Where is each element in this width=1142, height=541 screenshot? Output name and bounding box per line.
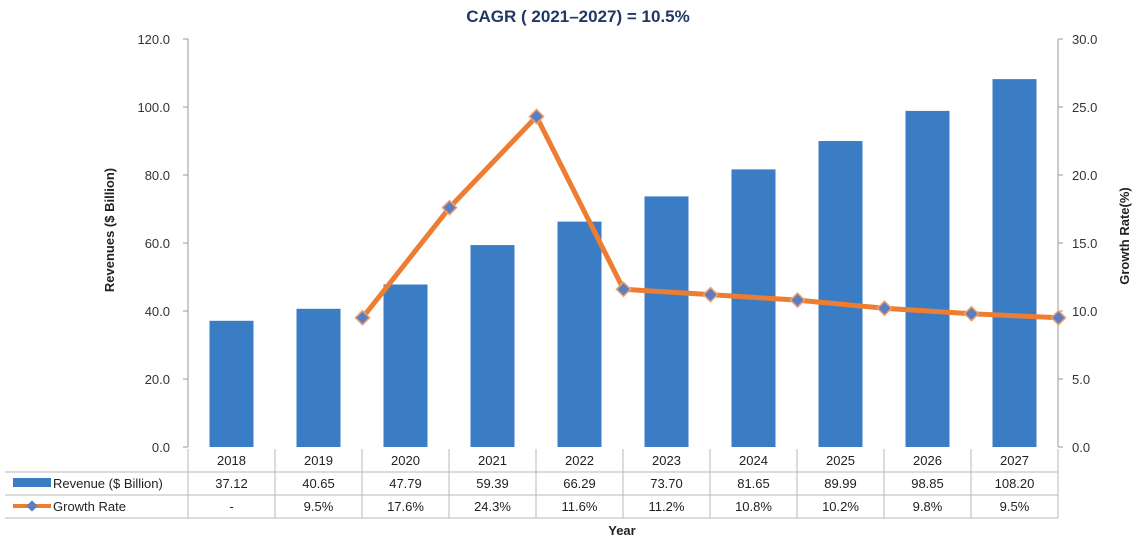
revenue-legend-label: Revenue ($ Billion) [53,476,163,491]
growth-rate-marker [963,305,980,322]
year-label: 2027 [1000,453,1029,468]
revenue-bars [209,79,1037,448]
year-label: 2021 [478,453,507,468]
growth-line [354,108,1067,326]
revenue-bar [644,196,689,447]
revenue-bar [992,79,1037,448]
year-label: 2020 [391,453,420,468]
growth-rate-marker [789,291,806,309]
revenue-value: 37.12 [215,476,248,491]
growth-rate-marker [354,309,371,326]
growth-rate-marker [528,108,545,125]
y2-tick-label: 25.0 [1072,100,1097,115]
growth-legend-marker [26,500,38,512]
y2-tick-label: 0.0 [1072,440,1090,455]
y-axis-label: Revenues ($ Billion) [102,168,117,292]
revenue-value: 66.29 [563,476,596,491]
revenue-bar [905,110,950,447]
revenue-value: 73.70 [650,476,683,491]
revenue-legend-swatch [13,478,51,487]
year-label: 2025 [826,453,855,468]
growth-rate-value: 24.3% [474,499,511,514]
data-table: 2018 2019 2020 2021 2022 2023 2024 2025 2026 2027… [5,449,1059,519]
y-tick-label: 80.0 [145,168,170,183]
growth-rate-marker [441,199,458,216]
revenue-bar [818,141,863,447]
revenue-bar [557,221,602,447]
y-tick-label: 100.0 [137,100,170,115]
year-label: 2018 [217,453,246,468]
revenue-value: 81.65 [737,476,770,491]
y2-tick-label: 20.0 [1072,168,1097,183]
x-axis-label: Year [608,523,635,538]
revenue-value: 108.20 [995,476,1035,491]
year-label: 2026 [913,453,942,468]
growth-rate-value: 9.5% [304,499,334,514]
revenue-bar [731,169,776,447]
revenue-bar [296,308,341,447]
year-label: 2024 [739,453,768,468]
revenue-bar [209,320,254,447]
growth-rate-value: 9.5% [1000,499,1030,514]
y2-tick-label: 5.0 [1072,372,1090,387]
y-tick-label: 0.0 [152,440,170,455]
axes: 0.0 20.0 40.0 60.0 80.0 100.0 120.0 0.0 5.0 10.0 1… [137,32,1097,455]
year-label: 2022 [565,453,594,468]
growth-rate-value: 9.8% [913,499,943,514]
growth-rate-value: 10.8% [735,499,772,514]
y-tick-label: 120.0 [137,32,170,47]
year-label: 2019 [304,453,333,468]
growth-rate-marker [702,286,719,303]
growth-legend-label: Growth Rate [53,499,126,514]
revenue-value: 40.65 [302,476,335,491]
y-tick-label: 40.0 [145,304,170,319]
y-tick-label: 60.0 [145,236,170,251]
y2-tick-label: 10.0 [1072,304,1097,319]
revenue-value: 47.79 [389,476,422,491]
y2-tick-label: 30.0 [1072,32,1097,47]
revenue-value: 89.99 [824,476,857,491]
growth-rate-value: 11.2% [649,499,685,514]
growth-rate-marker [1050,309,1067,326]
revenue-bar [383,284,428,447]
growth-rate-marker [876,300,893,317]
revenue-value: 98.85 [911,476,944,491]
chart-title: CAGR ( 2021–2027) = 10.5% [466,7,690,26]
y2-tick-label: 15.0 [1072,236,1097,251]
revenue-value: 59.39 [476,476,509,491]
growth-rate-value: - [229,499,233,514]
growth-rate-marker [615,281,632,298]
year-label: 2023 [652,453,681,468]
revenue-bar [470,245,515,447]
growth-rate-value: 11.6% [562,499,598,514]
growth-rate-value: 10.2% [822,499,859,514]
growth-rate-value: 17.6% [387,499,424,514]
y2-axis-label: Growth Rate(%) [1117,187,1132,285]
y-tick-label: 20.0 [145,372,170,387]
